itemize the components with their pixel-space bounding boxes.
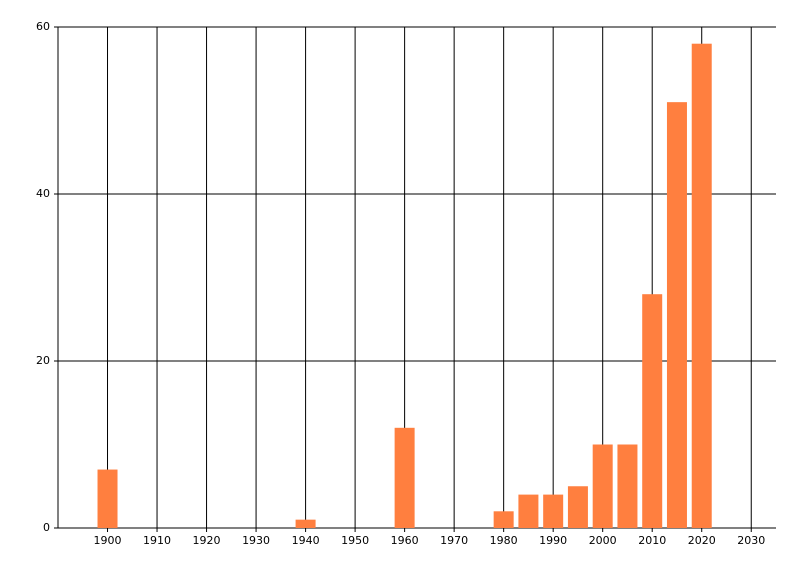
bar: [97, 469, 118, 528]
bar: [518, 494, 539, 528]
bar: [666, 102, 687, 529]
x-tick-label: 1990: [539, 534, 567, 547]
x-tick-label: 1930: [242, 534, 270, 547]
y-tick-label: 20: [36, 354, 50, 367]
x-tick-label: 1970: [440, 534, 468, 547]
bar: [592, 444, 613, 528]
x-tick-label: 1900: [94, 534, 122, 547]
bar: [295, 519, 316, 528]
bar: [691, 43, 712, 528]
x-tick-label: 2000: [589, 534, 617, 547]
y-tick-label: 0: [43, 521, 50, 534]
bar: [617, 444, 638, 528]
x-tick-label: 2030: [737, 534, 765, 547]
x-tick-label: 2010: [638, 534, 666, 547]
x-tick-label: 1960: [391, 534, 419, 547]
x-tick-label: 1920: [193, 534, 221, 547]
bar: [394, 427, 415, 528]
y-tick-label: 60: [36, 20, 50, 33]
x-tick-label: 1940: [292, 534, 320, 547]
x-tick-label: 1910: [143, 534, 171, 547]
x-tick-label: 1950: [341, 534, 369, 547]
bar: [642, 294, 663, 528]
bar: [543, 494, 564, 528]
x-tick-label: 2020: [688, 534, 716, 547]
bar: [567, 486, 588, 528]
y-tick-label: 40: [36, 187, 50, 200]
bar: [493, 511, 514, 528]
x-tick-label: 1980: [490, 534, 518, 547]
